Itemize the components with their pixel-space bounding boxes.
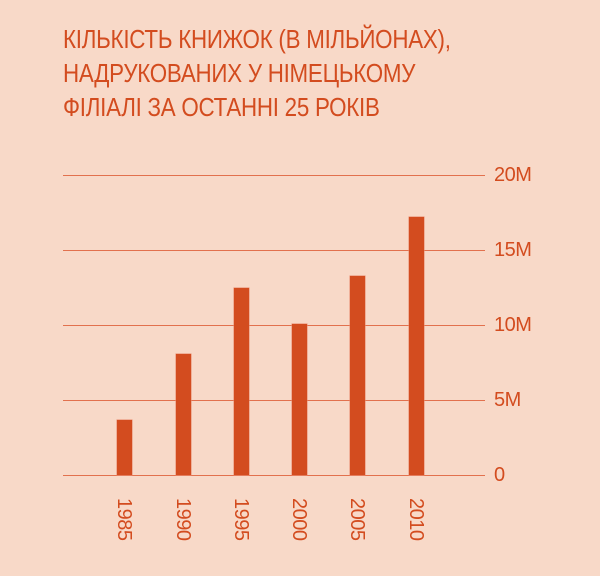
gridline	[63, 475, 485, 476]
y-tick-label: 10M	[494, 314, 532, 336]
chart-title-line: НАДРУКОВАНИХ У НІМЕЦЬКОМУ	[63, 58, 416, 88]
gridline	[63, 400, 485, 401]
bar-2005	[350, 275, 365, 475]
y-tick-label: 15M	[494, 239, 532, 261]
y-tick-label: 20M	[494, 164, 532, 186]
x-tick-label: 1995	[230, 498, 252, 541]
chart-title: КІЛЬКІСТЬ КНИЖОК (В МІЛЬЙОНАХ), НАДРУКОВ…	[63, 22, 510, 124]
gridline	[63, 250, 485, 251]
bar-1995	[234, 287, 249, 475]
bar-1985	[117, 419, 132, 475]
bar-1990	[176, 353, 191, 475]
gridline	[63, 325, 485, 326]
x-tick-label: 1985	[113, 498, 135, 541]
bar-2000	[292, 323, 307, 475]
x-tick-label: 2000	[288, 498, 310, 541]
chart-title-line: КІЛЬКІСТЬ КНИЖОК (В МІЛЬЙОНАХ),	[63, 24, 451, 54]
gridline	[63, 175, 485, 176]
x-tick-label: 2005	[346, 498, 368, 541]
x-tick-label: 2010	[405, 498, 427, 541]
y-tick-label: 5M	[494, 389, 521, 411]
bar-2010	[409, 217, 424, 475]
y-tick-label: 0	[494, 464, 505, 486]
x-tick-label: 1990	[172, 498, 194, 541]
chart-title-line: ФІЛІАЛІ ЗА ОСТАННІ 25 РОКІВ	[63, 92, 380, 122]
